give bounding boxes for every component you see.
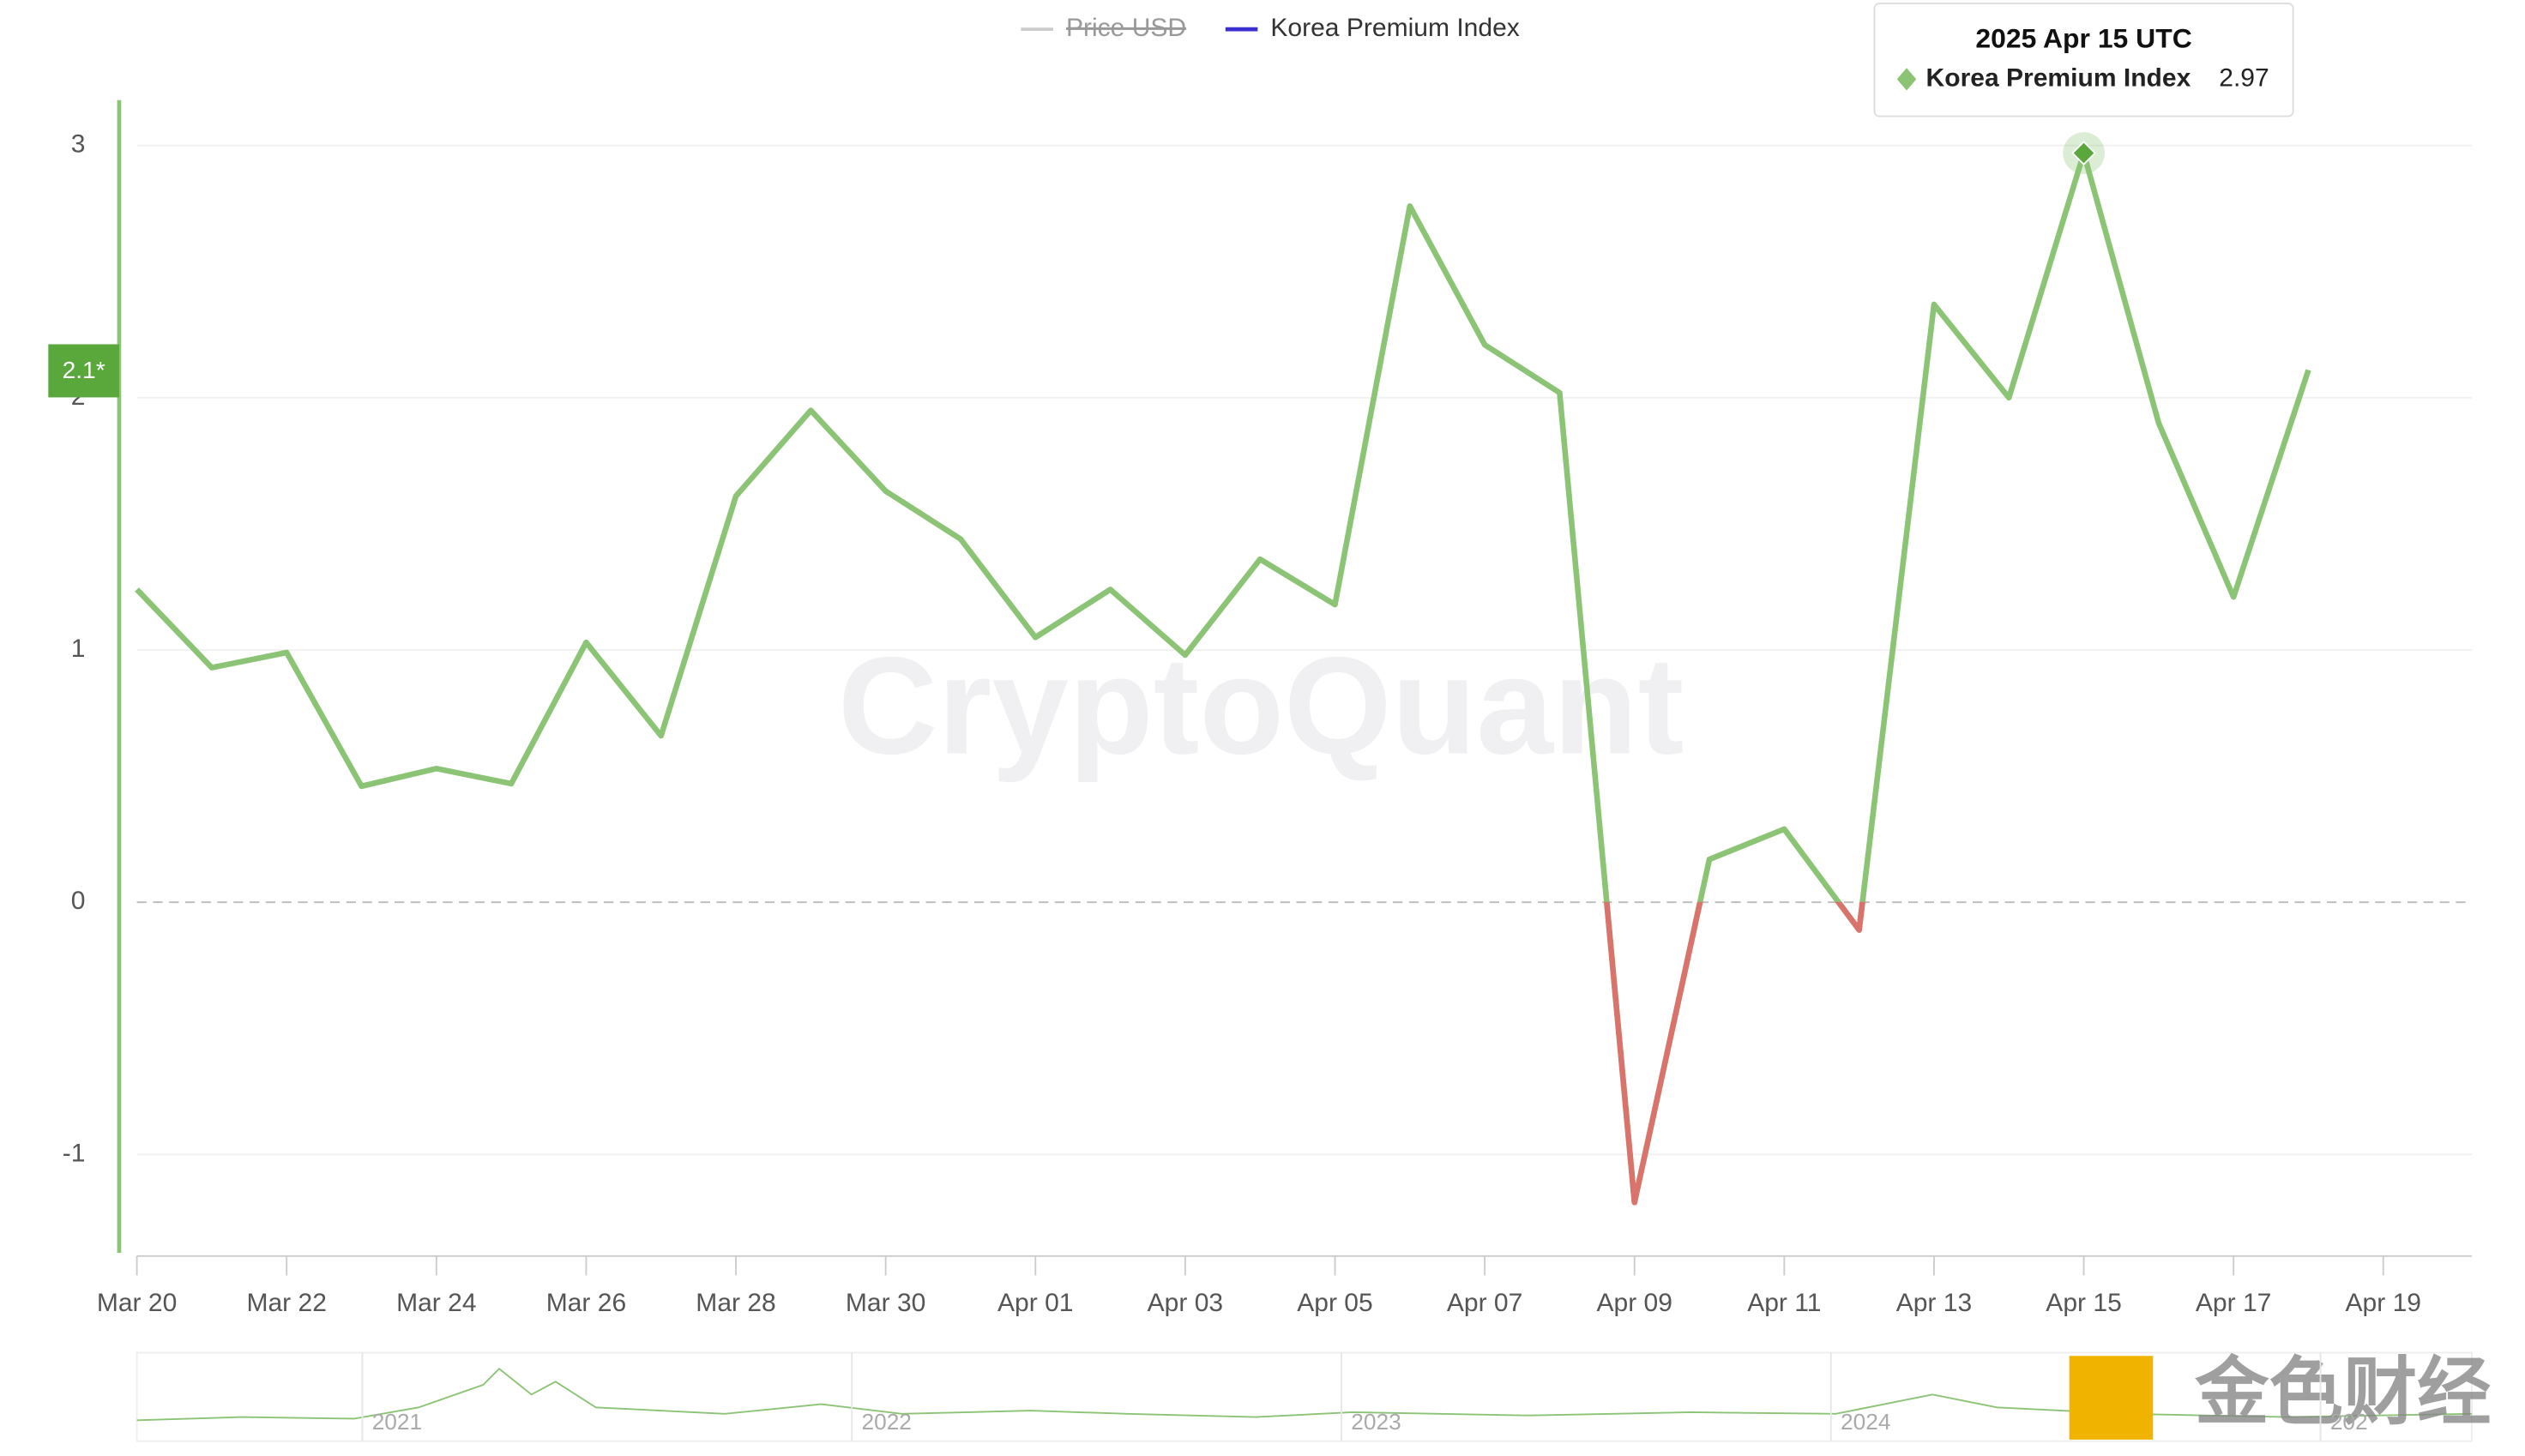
x-tick-label: Apr 01 xyxy=(997,1289,1073,1317)
legend-label[interactable]: Korea Premium Index xyxy=(1270,14,1519,42)
x-tick-label: Mar 30 xyxy=(846,1289,925,1317)
logo-text: 金色财经 xyxy=(2194,1351,2491,1434)
y-tick-label: -1 xyxy=(63,1139,86,1167)
y-tick-label: 3 xyxy=(71,130,86,159)
y-tick-label: 1 xyxy=(71,635,86,663)
navigator-label: 2021 xyxy=(372,1409,422,1435)
x-tick-label: Apr 15 xyxy=(2046,1289,2121,1317)
legend: Price USD Korea Premium Index xyxy=(1021,14,1520,42)
hover-point xyxy=(2071,141,2097,166)
x-tick-label: Mar 28 xyxy=(696,1289,775,1317)
tooltip-value: 2.97 xyxy=(2219,63,2269,92)
tooltip: 2025 Apr 15 UTC Korea Premium Index 2.97 xyxy=(1873,3,2294,117)
navigator-line xyxy=(136,1368,2473,1422)
line xyxy=(135,150,2311,1206)
legend-label[interactable]: Price USD xyxy=(1066,14,1186,42)
current-value-tag xyxy=(48,344,119,398)
x-tick-label: Apr 09 xyxy=(1596,1289,1672,1317)
x-tick-label: Apr 17 xyxy=(2196,1289,2271,1317)
x-tick-label: Apr 03 xyxy=(1148,1289,1223,1317)
y-tick-label: 0 xyxy=(71,887,86,915)
tooltip-swatch xyxy=(1896,68,1917,91)
x-tick-label: Apr 05 xyxy=(1297,1289,1372,1317)
x-tick-label: Apr 13 xyxy=(1896,1289,1972,1317)
tooltip-series: Korea Premium Index xyxy=(1926,63,2191,92)
tooltip-box xyxy=(1873,3,2294,117)
navigator[interactable] xyxy=(136,1351,2473,1442)
navigator-label: 202 xyxy=(2330,1409,2368,1435)
logo-icon xyxy=(2069,1356,2154,1440)
x-tick-label: Mar 20 xyxy=(97,1289,177,1317)
x-tick-label: Mar 22 xyxy=(246,1289,326,1317)
x-tick-label: Mar 26 xyxy=(546,1289,626,1317)
tooltip-title: 2025 Apr 15 UTC xyxy=(1975,23,2191,54)
navigator-label: 2023 xyxy=(1351,1409,1401,1435)
navigator-label: 2022 xyxy=(861,1409,911,1435)
x-tick-label: Apr 11 xyxy=(1747,1289,1821,1317)
x-tick-label: Mar 24 xyxy=(396,1289,476,1317)
watermark: CryptoQuant xyxy=(838,629,1684,784)
x-tick-label: Apr 19 xyxy=(2346,1289,2421,1317)
current-value-label: 2.1* xyxy=(63,357,105,383)
navigator-label: 2024 xyxy=(1841,1409,1890,1435)
x-tick-label: Apr 07 xyxy=(1447,1289,1522,1317)
